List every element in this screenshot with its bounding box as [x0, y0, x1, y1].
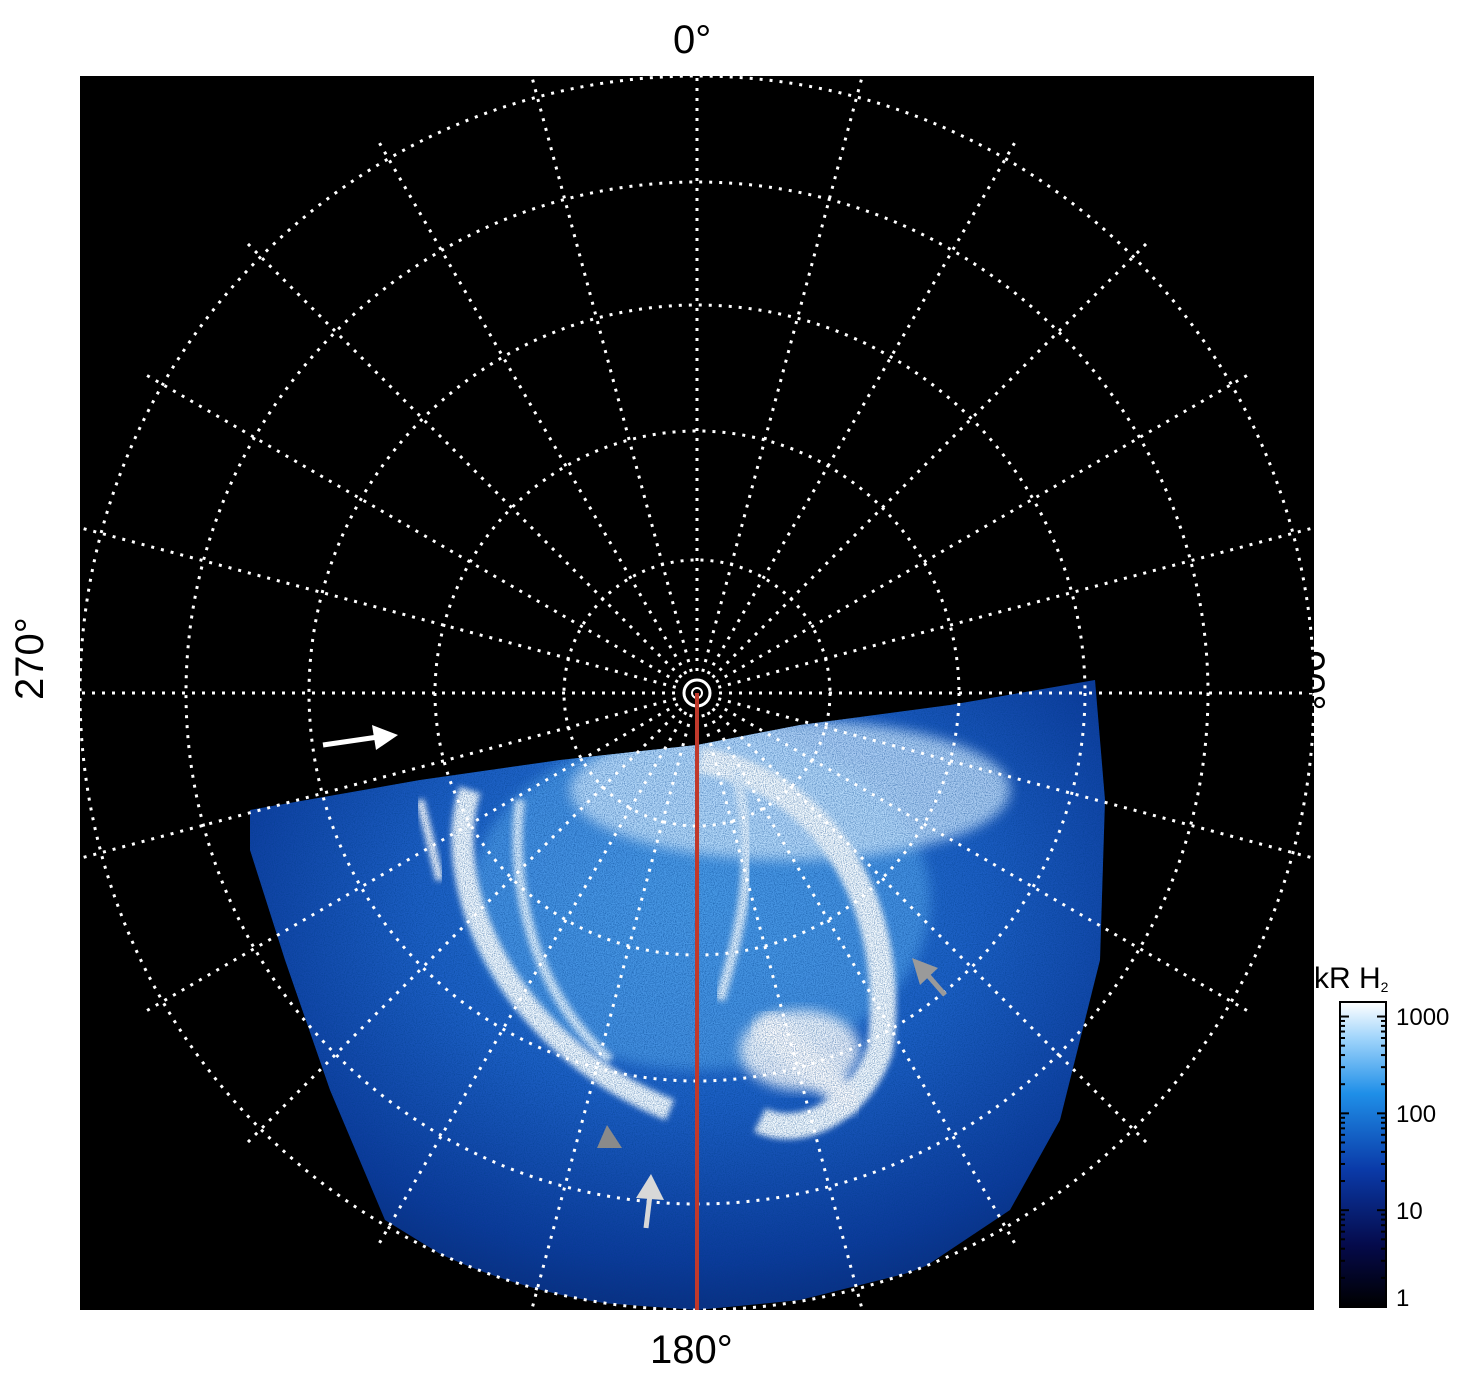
grid-meridian-195: [530, 713, 693, 1310]
arrow-white-left: [322, 725, 398, 750]
grid-meridian-135: [711, 707, 1151, 1147]
label-90-degrees: 90°: [1288, 650, 1332, 711]
label-0-degrees: 0°: [673, 18, 712, 62]
grid-meridian-105: [717, 697, 1314, 860]
colorbar-tick-10: 10: [1396, 1198, 1423, 1225]
grid-meridian-255: [80, 697, 677, 860]
grid-meridian-315: [243, 239, 683, 679]
label-180-degrees: 180°: [650, 1328, 733, 1372]
grid-meridian-300: [141, 371, 679, 684]
aurora-emission: [250, 680, 1105, 1310]
colorbar-tick-1: 1: [1396, 1285, 1410, 1312]
colorbar-gradient: [1339, 1001, 1387, 1308]
colorbar-tick-100: 100: [1396, 1101, 1437, 1128]
colorbar-title: kR H2: [1314, 962, 1389, 995]
grid-meridian-15: [701, 76, 864, 673]
grid-meridian-345: [530, 76, 693, 673]
grid-meridian-150: [706, 711, 1019, 1249]
arrow-light-lower: [636, 1174, 664, 1229]
grid-meridian-285: [80, 526, 677, 689]
colorbar: [1339, 1001, 1387, 1308]
arrow-gray-right: [912, 958, 947, 997]
grid-meridian-120: [715, 702, 1253, 1015]
colorbar-title-subscript: 2: [1380, 979, 1389, 995]
label-270-degrees: 270°: [8, 617, 52, 700]
grid-meridian-30: [706, 137, 1019, 675]
grid-meridian-60: [715, 371, 1253, 684]
grid-meridian-210: [375, 711, 688, 1249]
grid-meridian-225: [243, 707, 683, 1147]
grid-meridian-45: [711, 239, 1151, 679]
polar-grid: [80, 76, 1314, 1310]
colorbar-tick-1000: 1000: [1396, 1004, 1450, 1031]
grid-ring-3: [307, 303, 1087, 1083]
arrow-gray-lower: [597, 1125, 622, 1148]
grid-meridian-165: [701, 713, 864, 1310]
grid-meridian-240: [141, 702, 679, 1015]
grid-meridian-75: [717, 526, 1314, 689]
grid-meridian-330: [375, 137, 688, 675]
